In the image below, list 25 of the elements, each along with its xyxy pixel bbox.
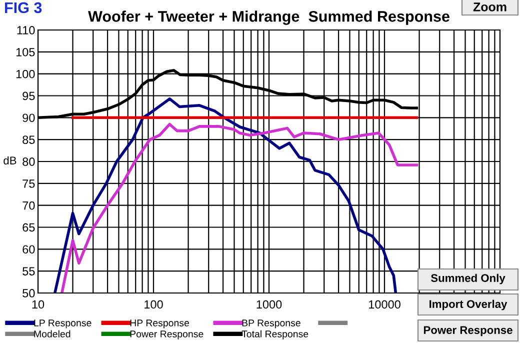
y-tick-label: 65 [22,223,35,232]
y-tick-label: 100 [16,70,35,78]
y-tick-label: 50 [22,289,35,298]
chart-title: Woofer + Tweeter + Midrange Summed Response [88,10,450,25]
x-tick-label: 1000 [256,300,282,309]
annotation: Summed Only [430,274,506,284]
text: Import Overlay [430,300,508,310]
y-tick-label: 95 [22,92,35,100]
y-tick-label: 110 [17,26,35,34]
y-tick-label: 60 [22,245,35,254]
y-tick-label: 90 [22,114,35,122]
y-tick-label: 105 [16,48,35,56]
y-tick-label: 80 [22,158,35,166]
text: Zoom [473,2,506,12]
y-tick-label: 55 [22,267,35,276]
caption: FIG 3 [5,2,42,14]
x-tick-label: 10 [32,300,44,309]
text: Power Response [424,326,512,336]
y-axis-title: dB [4,156,16,164]
x-tick-label: 10000 [368,300,400,309]
y-tick-label: 85 [22,136,35,144]
y-tick-label: 75 [22,180,35,188]
y-tick-label: 70 [22,201,35,210]
legend-label: Modeled [34,330,70,338]
x-tick-label: 100 [144,300,163,309]
